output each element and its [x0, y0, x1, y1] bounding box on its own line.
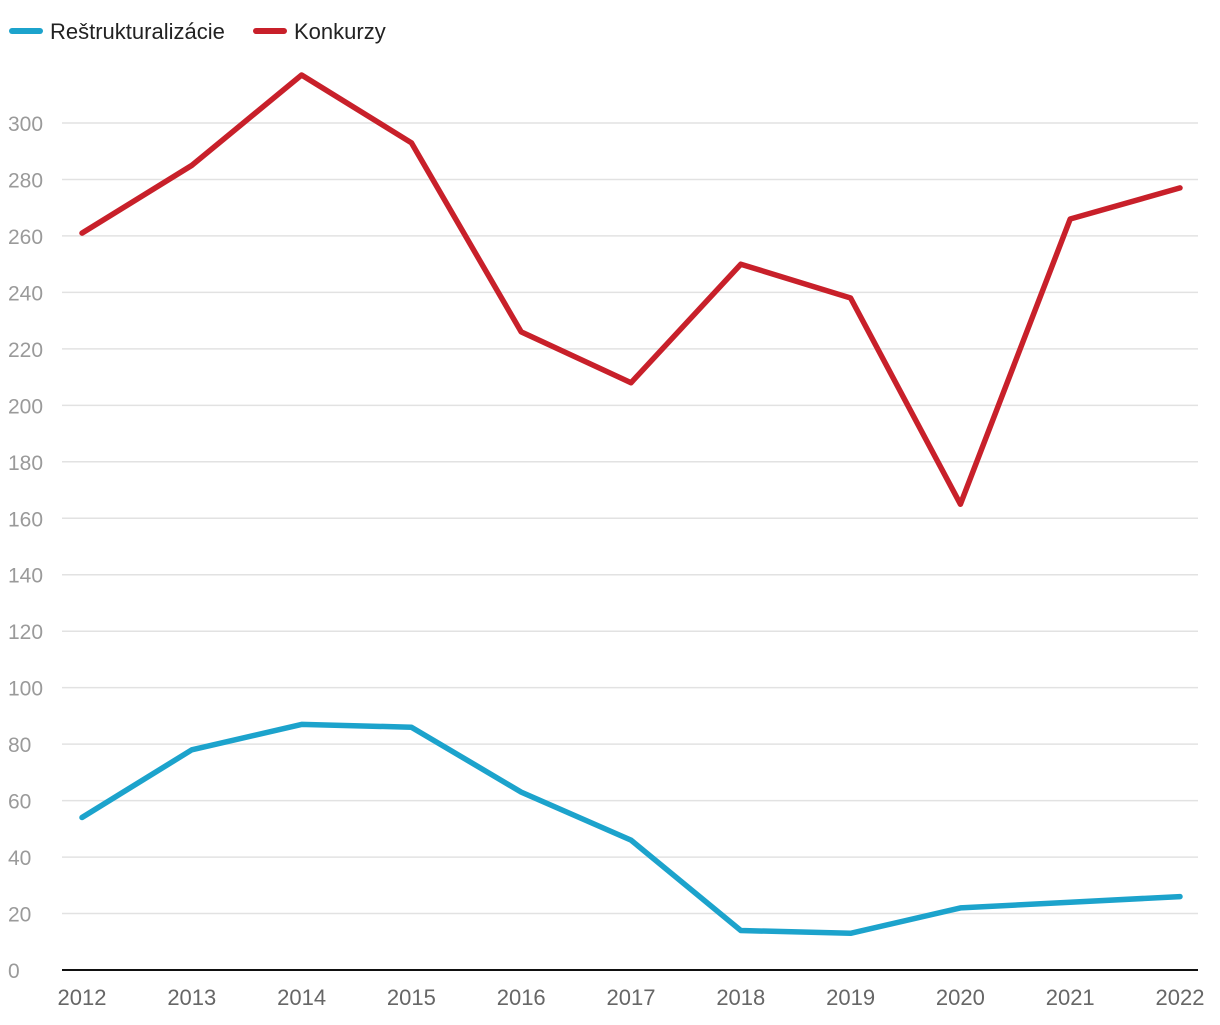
y-tick-label: 180: [8, 452, 43, 475]
y-tick-label: 140: [8, 565, 43, 588]
legend: Reštrukturalizácie Konkurzy: [12, 19, 386, 44]
x-tick-label: 2018: [716, 985, 765, 1010]
y-tick-label: 300: [8, 113, 43, 136]
legend-label: Konkurzy: [294, 19, 386, 44]
series-lines: [82, 75, 1180, 933]
x-axis-ticks: 2012 2013 2014 2015 2016 2017 2018 2019 2020 2021…: [58, 985, 1205, 1010]
gridlines: [62, 123, 1198, 914]
y-tick-label: 160: [8, 508, 43, 531]
x-tick-label: 2020: [936, 985, 985, 1010]
y-tick-label: 200: [8, 395, 43, 418]
x-tick-label: 2015: [387, 985, 436, 1010]
y-tick-label: 20: [8, 904, 31, 927]
y-tick-label: 100: [8, 678, 43, 701]
y-tick-label: 0: [8, 960, 20, 983]
y-tick-label: 60: [8, 791, 31, 814]
x-tick-label: 2021: [1046, 985, 1095, 1010]
x-tick-label: 2019: [826, 985, 875, 1010]
y-tick-label: 220: [8, 339, 43, 362]
x-tick-label: 2022: [1156, 985, 1205, 1010]
y-tick-label: 40: [8, 847, 31, 870]
y-tick-label: 280: [8, 169, 43, 192]
y-tick-label: 120: [8, 621, 43, 644]
x-tick-label: 2012: [58, 985, 107, 1010]
series-line-konkurzy: [82, 75, 1180, 504]
y-tick-label: 260: [8, 226, 43, 249]
y-tick-label: 240: [8, 282, 43, 305]
x-tick-label: 2016: [497, 985, 546, 1010]
x-tick-label: 2017: [607, 985, 656, 1010]
y-tick-label: 80: [8, 734, 31, 757]
series-line-restrukturalizacie: [82, 724, 1180, 933]
y-axis-ticks: 0 20 40 60 80 100 120 140 160 180 200 220 240 260 280 3…: [8, 113, 43, 983]
x-tick-label: 2014: [277, 985, 326, 1010]
legend-label: Reštrukturalizácie: [50, 19, 225, 44]
x-tick-label: 2013: [167, 985, 216, 1010]
